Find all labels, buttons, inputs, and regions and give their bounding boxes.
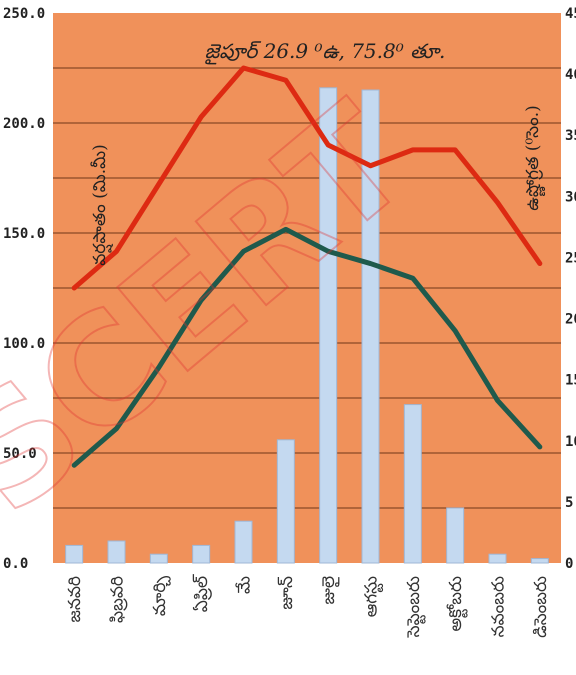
y-axis-label-left: వర్షపాతం (మి.మీ): [90, 144, 113, 266]
month-label: జనవరి: [65, 576, 85, 623]
rainfall-bar: [234, 520, 253, 564]
y-tick-label-right: 0: [565, 556, 573, 572]
y-tick-label-right: 25: [565, 250, 576, 266]
rainfall-bar: [446, 507, 465, 564]
rainfall-bar: [65, 544, 84, 564]
max-temperature-line: [71, 65, 543, 291]
month-label: ఏప్రిల్: [192, 574, 212, 612]
y-tick-label-right: 30: [565, 189, 576, 205]
y-tick-label-left: 100.0: [3, 336, 45, 352]
month-label: నవంబరు: [489, 576, 509, 637]
y-axis-label-right: ఉష్ణోగ్రత (⁰సెం.): [523, 105, 546, 210]
month-label: డిసెంబరు: [531, 576, 551, 638]
rainfall-bar: [276, 439, 295, 564]
y-tick-label-right: 45: [565, 6, 576, 22]
rainfall-bar: [319, 87, 338, 564]
rainfall-bar: [149, 553, 168, 564]
right-axis-ticks: 0 5 10 15 20 25 30 35 40 45: [565, 6, 576, 572]
month-labels: జనవరి ఫిబ్రవరి మార్చి ఏప్రిల్ మే జూన్ జులై ఆగస్…: [65, 574, 551, 638]
y-tick-label-right: 15: [565, 373, 576, 389]
rainfall-bar: [403, 404, 422, 564]
rainfall-bar: [192, 544, 211, 564]
month-label: జులై: [319, 576, 340, 605]
rainfall-bar: [107, 540, 126, 564]
y-tick-label-left: 50.0: [3, 446, 37, 462]
chart-title: జైపూర్ 26.9 ⁰ఉ, 75.8⁰ తూ.: [205, 39, 446, 65]
month-label: మార్చి: [150, 576, 171, 616]
month-label: అక్టోబరు: [446, 576, 468, 632]
rainfall-bar: [488, 553, 507, 564]
rainfall-bar: [361, 89, 380, 564]
y-tick-label-right: 10: [565, 434, 576, 450]
month-label: ఆగస్టు: [362, 576, 384, 617]
month-label: జూన్: [277, 576, 297, 610]
month-label: ఫిబ్రవరి: [108, 576, 128, 623]
left-axis-ticks: 0.0 50.0 100.0 150.0 200.0 250.0: [3, 6, 45, 572]
y-tick-label-right: 20: [565, 312, 576, 328]
y-tick-label-left: 200.0: [3, 116, 45, 132]
month-label: మే: [235, 576, 255, 594]
y-tick-label-left: 0.0: [3, 556, 28, 572]
rainfall-bars: [65, 87, 549, 564]
y-tick-label-right: 35: [565, 128, 576, 144]
temperature-lines: [71, 65, 543, 468]
min-temperature-line: [71, 226, 543, 468]
y-tick-label-left: 250.0: [3, 6, 45, 22]
month-label: సెప్టెంబరు: [404, 576, 426, 638]
y-tick-label-left: 150.0: [3, 226, 45, 242]
y-tick-label-right: 40: [565, 67, 576, 83]
y-tick-label-right: 5: [565, 495, 573, 511]
rainfall-bar: [530, 558, 549, 564]
